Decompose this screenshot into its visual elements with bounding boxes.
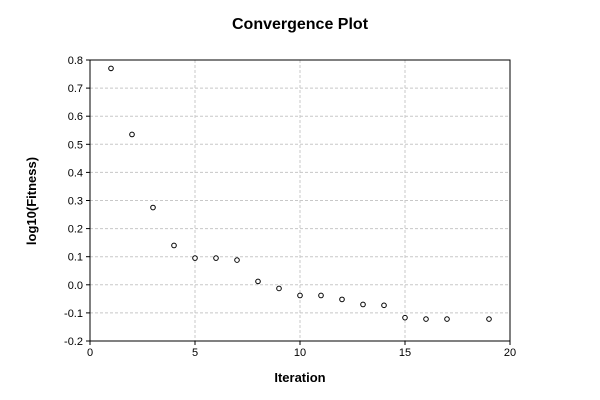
y-tick-label: 0.2 xyxy=(68,224,83,236)
data-point xyxy=(339,296,345,303)
chart-title: Convergence Plot xyxy=(232,16,369,33)
y-tick-label: -0.1 xyxy=(64,308,83,320)
y-tick-label: 0.0 xyxy=(68,280,83,292)
x-axis-label: Iteration xyxy=(274,370,325,385)
data-point xyxy=(255,278,261,285)
data-point xyxy=(213,255,219,261)
x-tick-label: 0 xyxy=(87,347,93,359)
data-point xyxy=(318,292,324,299)
y-tick-label: 0.5 xyxy=(68,139,83,151)
data-point xyxy=(381,302,387,309)
y-axis-label: log10(Fitness) xyxy=(24,157,39,245)
y-tick-label: 0.8 xyxy=(68,55,83,67)
data-point xyxy=(297,292,303,299)
y-tick-label: 0.3 xyxy=(68,196,83,208)
data-point xyxy=(171,242,177,249)
x-tick-label: 20 xyxy=(504,347,516,359)
data-points xyxy=(108,65,492,322)
y-tick-label: 0.4 xyxy=(68,167,83,179)
data-point xyxy=(234,257,240,263)
axis-ticks: 0 5 10 15 20 -0.2 -0.1 0.0 0.1 0.2 0.3 0.4 0.5 0.6 0.7… xyxy=(64,55,516,359)
data-point xyxy=(129,131,135,138)
data-point xyxy=(423,316,429,322)
data-point xyxy=(444,316,450,322)
y-tick-label: -0.2 xyxy=(64,336,83,348)
data-point xyxy=(108,65,114,72)
x-tick-label: 15 xyxy=(399,347,411,359)
y-tick-label: 0.7 xyxy=(68,83,83,95)
data-point xyxy=(402,314,408,321)
y-tick-label: 0.1 xyxy=(68,252,83,264)
data-point xyxy=(360,301,366,308)
x-tick-label: 10 xyxy=(294,347,306,359)
x-tick-label: 5 xyxy=(192,347,198,359)
y-tick-label: 0.6 xyxy=(68,111,83,123)
data-point xyxy=(192,255,198,261)
data-point xyxy=(486,316,492,322)
data-point xyxy=(276,285,282,292)
grid-lines xyxy=(90,60,510,341)
data-point xyxy=(150,204,156,211)
